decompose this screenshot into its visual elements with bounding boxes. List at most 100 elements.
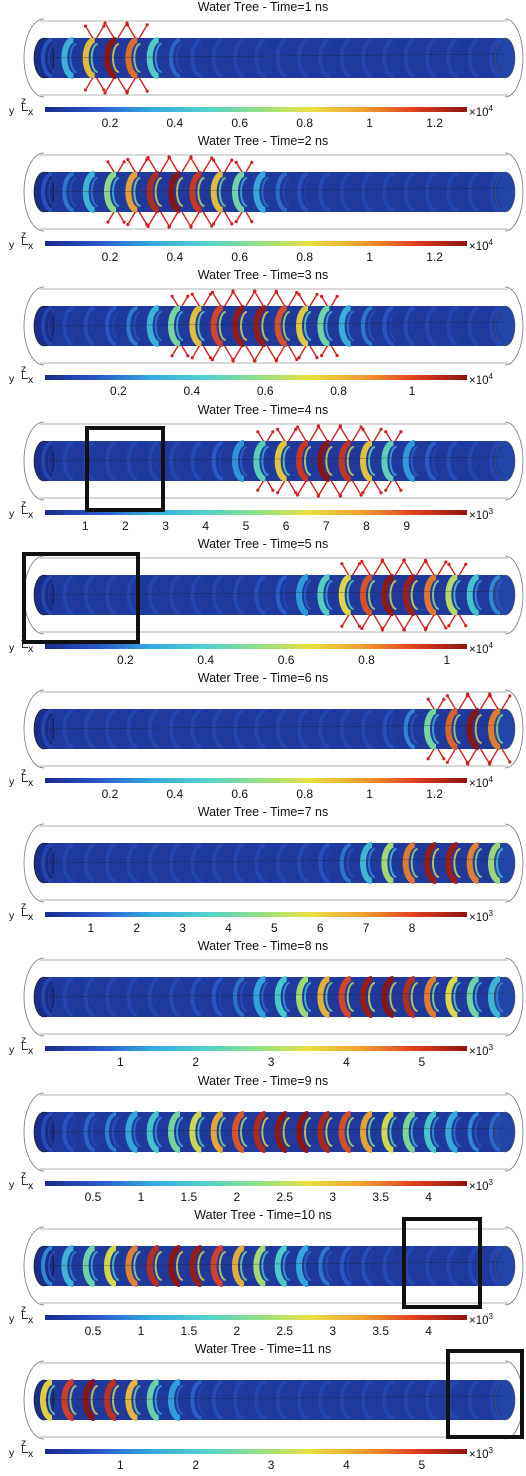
field-ring-inner — [176, 446, 184, 476]
field-ring — [169, 977, 181, 1017]
field-ring — [147, 575, 160, 615]
triad-x: x — [28, 1045, 34, 1057]
field-arrow — [232, 345, 243, 362]
field-arrow-head — [211, 158, 216, 162]
field-ring-inner — [389, 1251, 397, 1281]
field-ring-inner — [133, 1251, 141, 1281]
field-ring — [274, 440, 288, 482]
colorbar-tick-label: 1 — [87, 921, 95, 935]
field-ring — [147, 843, 160, 883]
field-ring — [339, 843, 352, 883]
field-ring-inner — [90, 1117, 98, 1147]
field-ring-inner — [304, 982, 312, 1012]
field-ring — [104, 171, 117, 213]
field-ring — [190, 575, 202, 615]
panel-title: Water Tree - Time=11 ns — [194, 1342, 332, 1356]
field-ring — [190, 709, 202, 749]
field-arrow-head — [319, 354, 324, 358]
colorbar-tick-label: 9 — [403, 519, 411, 533]
field-arrow — [437, 561, 447, 576]
field-arrow — [266, 480, 274, 491]
field-arrow — [448, 614, 456, 627]
field-arrow-head — [231, 289, 235, 293]
field-arrow-head — [271, 488, 275, 492]
field-ring-inner — [218, 43, 226, 73]
field-ring-inner — [112, 1251, 120, 1281]
field-arrow-head — [402, 628, 406, 632]
field-ring-inner — [304, 446, 312, 476]
field-ring — [253, 1111, 266, 1153]
field-arrow-head — [399, 488, 403, 492]
colorbar-tick-label: 1.5 — [180, 1324, 198, 1338]
field-ring-inner — [154, 848, 162, 878]
field-arrow — [245, 345, 256, 362]
field-ring — [381, 574, 394, 616]
field-ring — [425, 306, 437, 346]
field-ring — [445, 708, 458, 750]
center-axis — [43, 724, 506, 730]
field-arrow-head — [256, 488, 260, 492]
field-arrow — [458, 563, 467, 576]
field-arrow-head — [83, 24, 88, 28]
field-arrow-head — [145, 23, 149, 27]
field-ring — [254, 38, 266, 78]
colorbar-multiplier: ×104 — [469, 104, 493, 119]
field-arrow — [317, 425, 328, 442]
field-ring — [105, 709, 117, 749]
field-ring-inner — [261, 1385, 269, 1415]
colorbar-tick-label: 3 — [329, 1190, 337, 1204]
field-ring-inner — [282, 446, 290, 476]
colorbar-tick-label: 2.5 — [276, 1324, 294, 1338]
colorbar-multiplier: ×104 — [469, 641, 493, 656]
field-arrow-head — [102, 24, 106, 28]
field-arrow-head — [508, 760, 512, 764]
field-ring — [41, 977, 53, 1017]
field-ring — [254, 575, 266, 615]
field-ring — [466, 842, 480, 884]
field-ring-inner — [112, 1385, 120, 1415]
field-ring — [125, 1111, 138, 1153]
field-arrow — [385, 480, 392, 491]
field-ring — [146, 1111, 160, 1153]
field-ring-inner — [282, 714, 290, 744]
field-arrow — [171, 295, 179, 307]
field-ring — [146, 171, 160, 213]
field-ring — [211, 38, 224, 78]
field-arrow — [394, 559, 405, 576]
triad-axes — [22, 1312, 28, 1319]
cylinder-body — [44, 172, 505, 212]
field-ring-inner — [346, 580, 354, 610]
field-arrow-head — [230, 158, 234, 162]
field-ring-inner — [90, 714, 98, 744]
colorbar — [45, 1315, 467, 1320]
field-ring-inner — [304, 714, 312, 744]
field-ring — [168, 1111, 181, 1153]
panel-time-1ns: Water Tree - Time=1 ns ×104 0.2 0.4 0.6 0.8 1 1… — [0, 0, 526, 134]
field-ring — [360, 1111, 373, 1153]
field-arrow — [224, 211, 233, 225]
field-ring-inner — [325, 1251, 333, 1281]
colorbar-tick-label: 5 — [242, 519, 250, 533]
field-arrow-head — [250, 220, 254, 224]
field-ring — [232, 171, 245, 213]
multiplier-base: ×10 — [469, 1448, 489, 1461]
field-arrow-head — [102, 88, 106, 92]
field-ring-inner — [261, 446, 269, 476]
field-ring — [126, 843, 138, 883]
colorbar-tick-label: 1 — [366, 787, 373, 801]
field-ring-inner — [432, 848, 440, 878]
field-ring-inner — [176, 1117, 184, 1147]
field-ring — [446, 1246, 458, 1286]
field-ring — [425, 172, 437, 212]
field-ring — [126, 575, 138, 615]
field-arrow — [288, 345, 298, 360]
field-ring — [190, 441, 202, 481]
field-ring-inner — [432, 580, 440, 610]
field-ring — [169, 843, 181, 883]
field-arrow — [381, 614, 392, 631]
triad-y: y — [9, 239, 15, 251]
field-arrow — [394, 614, 405, 631]
panel-title: Water Tree - Time=1 ns — [197, 0, 329, 14]
